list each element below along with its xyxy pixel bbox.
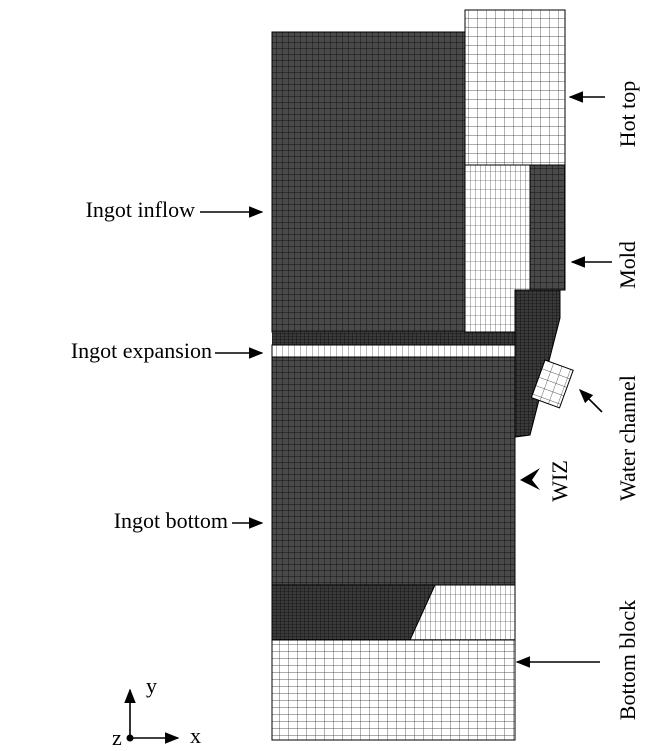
arrow <box>580 390 602 412</box>
wiz-pointer <box>520 468 540 490</box>
ingot-refined <box>272 332 515 345</box>
ingot-upper <box>272 32 465 332</box>
mesh <box>272 10 573 740</box>
label: Mold <box>615 241 640 289</box>
label: Ingot bottom <box>114 508 228 533</box>
label: Bottom block <box>615 600 640 720</box>
label: Ingot inflow <box>86 197 195 222</box>
ingot-lower <box>272 357 515 585</box>
label: Hot top <box>615 81 640 148</box>
expansion-band <box>272 345 515 357</box>
bottom-block-mesh <box>272 640 515 740</box>
axis-label: z <box>112 725 122 750</box>
label: WIZ <box>547 460 572 502</box>
z-axis-dot <box>127 735 134 742</box>
mold-mesh <box>530 165 565 290</box>
axis-label: y <box>146 673 157 698</box>
label: Water channel <box>615 375 640 501</box>
hot-top-mesh <box>465 10 565 165</box>
mesh-diagram: Ingot inflow Ingot expansion Ingot botto… <box>0 0 648 751</box>
label: Ingot expansion <box>71 338 212 363</box>
axis-label: x <box>190 723 201 748</box>
